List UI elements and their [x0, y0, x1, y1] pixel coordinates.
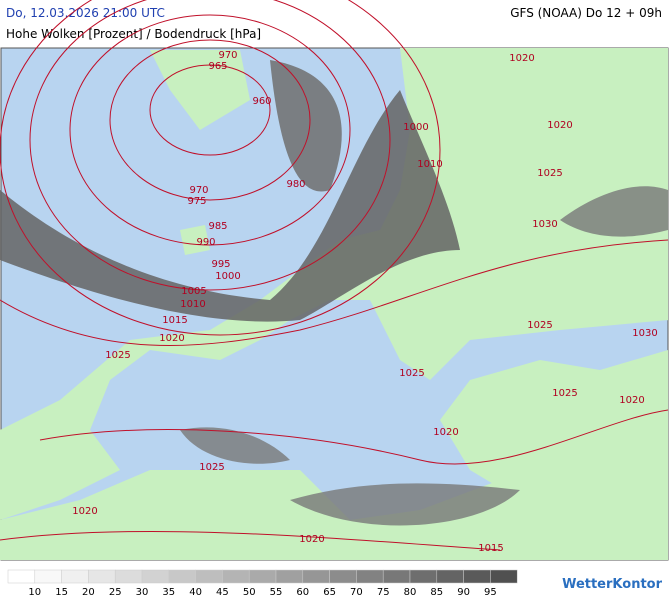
isobar-label: 1030	[632, 328, 657, 339]
isobar	[0, 239, 669, 551]
isobar-label: 1025	[537, 168, 562, 179]
isobar-label: 1025	[552, 388, 577, 399]
legend-swatch	[382, 569, 411, 584]
isobar-label: 1025	[105, 350, 130, 361]
legend-label: 55	[270, 587, 283, 598]
legend-swatch	[7, 569, 36, 584]
cloud	[180, 186, 668, 526]
datetime: Do, 12.03.2026 21:00 UTC	[6, 6, 165, 20]
isobar	[149, 64, 271, 156]
isobar-label: 990	[196, 237, 215, 248]
legend-swatch	[329, 569, 357, 584]
legend-label: 10	[28, 587, 41, 598]
isobar-label: 970	[218, 50, 237, 61]
legend-label: 85	[430, 587, 443, 598]
legend-swatch	[61, 569, 89, 584]
isobar-label: 1020	[433, 427, 458, 438]
legend-label: 70	[350, 587, 363, 598]
land	[150, 50, 250, 130]
model: GFS (NOAA) Do 12 + 09h	[510, 6, 662, 20]
legend-swatch	[275, 569, 304, 584]
isobar	[109, 39, 311, 201]
legend-label: 95	[484, 587, 497, 598]
legend-swatch	[222, 569, 250, 584]
isobar-label: 975	[187, 196, 206, 207]
legend-swatch	[409, 569, 438, 584]
land	[0, 470, 560, 560]
isobar-label: 970	[189, 185, 208, 196]
isobar-label: 1020	[619, 395, 644, 406]
isobar-label: 1020	[547, 120, 572, 131]
isobar-label: 1010	[180, 299, 205, 310]
isobar-label: 1025	[199, 462, 224, 473]
legend-swatch	[302, 569, 330, 584]
legend-swatch	[463, 569, 491, 584]
legend-swatch	[141, 569, 170, 584]
legend-swatch	[114, 569, 143, 584]
legend-label: 50	[243, 587, 256, 598]
legend-label: 35	[162, 587, 175, 598]
isobar-label: 1000	[215, 271, 240, 282]
isobar-label: 985	[208, 221, 227, 232]
isobar-label: 1025	[399, 368, 424, 379]
isobar-label: 1010	[417, 159, 442, 170]
legend-swatch	[88, 569, 116, 584]
legend-swatch	[356, 569, 384, 584]
legend-swatch	[168, 569, 196, 584]
legend: 10 15 20 25 30 35 40 45 50 55 60 65 70 75 80 85 90 95	[7, 569, 518, 598]
isobar-label: 960	[252, 96, 271, 107]
isobars	[0, 0, 669, 551]
brand: WetterKontor	[562, 577, 663, 592]
legend-label: 45	[216, 587, 229, 598]
land	[180, 225, 210, 255]
isobar-label: 1005	[181, 286, 206, 297]
isobar-label: 1020	[299, 534, 324, 545]
legend-label: 15	[55, 587, 68, 598]
legend-label: 90	[457, 587, 470, 598]
legend-swatch	[34, 569, 62, 584]
isobar	[0, 0, 441, 336]
isobar-label: 980	[286, 179, 305, 190]
legend-label: 75	[377, 587, 390, 598]
isobar-label: 1025	[527, 320, 552, 331]
isobar-label: 995	[211, 259, 230, 270]
isobar	[69, 14, 351, 246]
isobar-label: 1020	[509, 53, 534, 64]
isobar-label: 1020	[72, 506, 97, 517]
land	[0, 48, 668, 560]
legend-label: 65	[323, 587, 336, 598]
legend-swatch	[490, 569, 518, 584]
legend-label: 80	[404, 587, 417, 598]
legend-label: 20	[82, 587, 95, 598]
isobar-label: 965	[208, 61, 227, 72]
isobar-label: 1020	[159, 333, 184, 344]
cloud	[0, 90, 460, 322]
legend-swatch	[195, 569, 223, 584]
isobar-label: 1000	[403, 122, 428, 133]
isobar-label: 1015	[162, 315, 187, 326]
isobar	[29, 0, 391, 291]
legend-swatch	[248, 569, 277, 584]
legend-swatch	[436, 569, 464, 584]
legend-label: 25	[109, 587, 122, 598]
cloud	[270, 60, 342, 192]
legend-label: 60	[296, 587, 309, 598]
isobar-label: 1015	[478, 543, 503, 554]
legend-label: 30	[136, 587, 149, 598]
map	[0, 0, 669, 561]
isobar-label: 1030	[532, 219, 557, 230]
legend-label: 40	[189, 587, 202, 598]
